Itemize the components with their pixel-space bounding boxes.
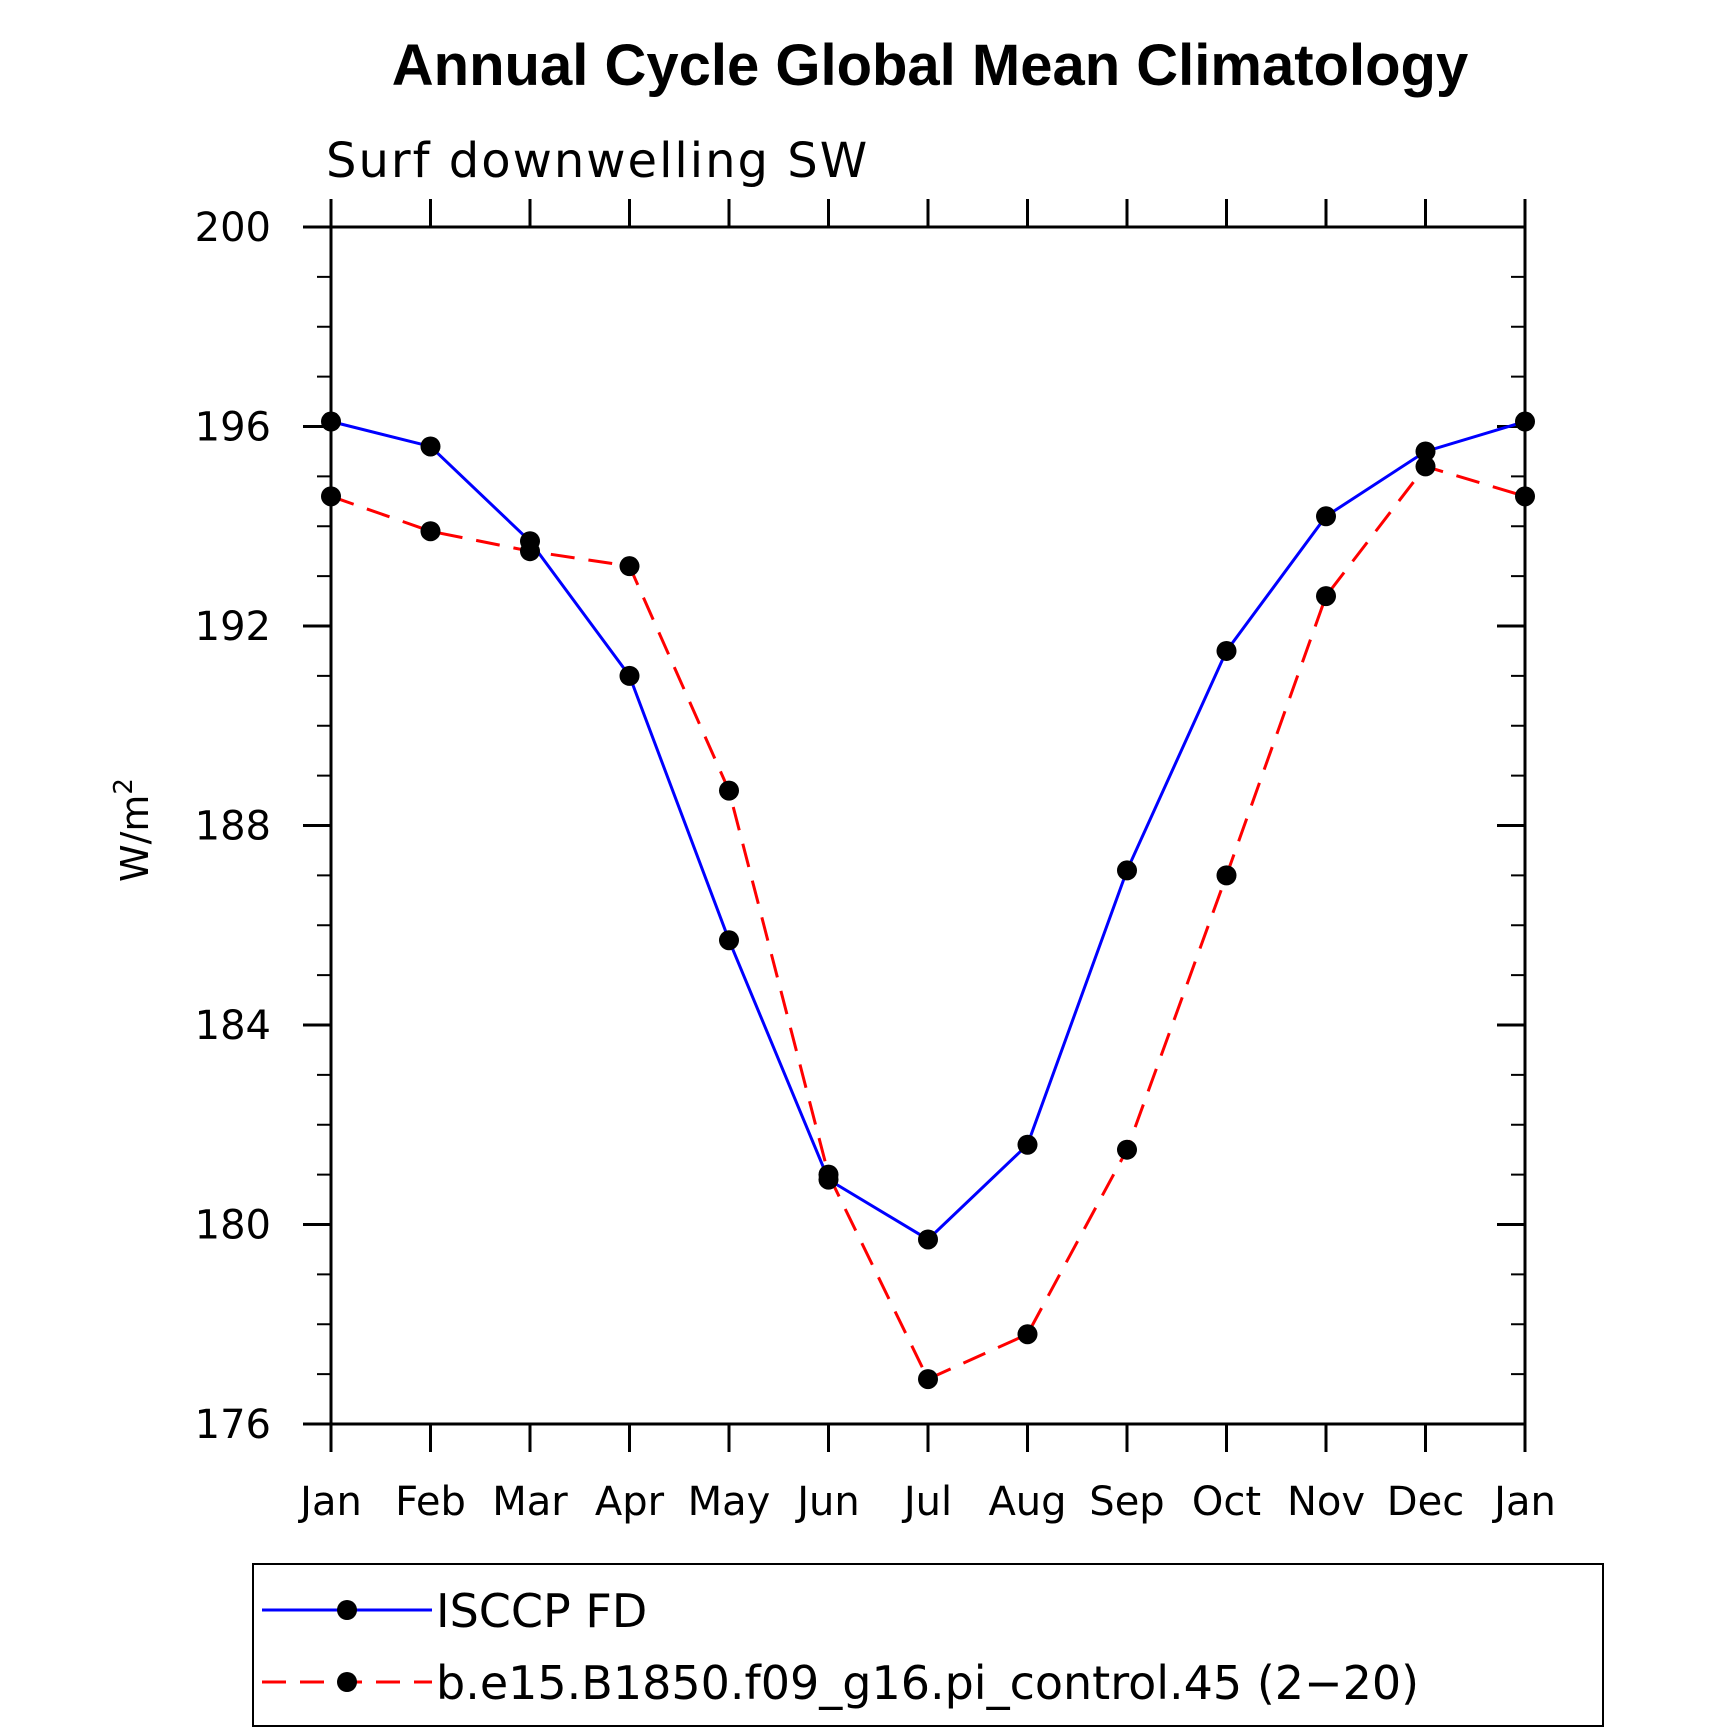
- x-tick-label: Jan: [1491, 1479, 1556, 1525]
- legend-label-series-1: ISCCP FD: [436, 1584, 647, 1638]
- data-point-series-1: [918, 1229, 938, 1250]
- data-point-series-2: [420, 521, 441, 542]
- x-tick-labels: Jan Feb Mar Apr May Jun Jul Aug Sep Oct Nov Dec Jan: [297, 1479, 1556, 1525]
- svg-text:W/m2: W/m2: [109, 778, 157, 882]
- data-point-series-2: [520, 541, 540, 562]
- data-point-series-1: [1017, 1134, 1038, 1155]
- data-point-series-1: [420, 436, 441, 457]
- data-point-series-1: [1415, 441, 1436, 462]
- x-tick-label: Jan: [297, 1479, 362, 1525]
- data-point-series-2: [1415, 456, 1436, 477]
- x-tick-label: Feb: [395, 1479, 466, 1525]
- x-tick-label: Dec: [1387, 1479, 1464, 1525]
- data-point-series-2: [1017, 1324, 1038, 1345]
- data-point-series-1: [1216, 640, 1237, 661]
- y-tick-label: 192: [195, 604, 271, 650]
- data-point-series-2: [1515, 486, 1535, 507]
- x-tick-label: Aug: [988, 1479, 1066, 1525]
- data-point-series-2: [619, 556, 640, 577]
- y-tick-label: 200: [195, 205, 271, 251]
- x-tick-label: Apr: [595, 1479, 665, 1525]
- series-line-1: [330, 420, 1526, 1242]
- data-point-series-2: [918, 1369, 938, 1390]
- y-tick-label: 184: [195, 1003, 271, 1049]
- data-point-series-2: [818, 1164, 839, 1185]
- data-point-series-2: [1117, 1139, 1137, 1160]
- y-tick-label: 196: [195, 405, 271, 451]
- y-tick-label: 180: [195, 1203, 271, 1249]
- data-point-series-2: [321, 486, 341, 507]
- data-point-series-2: [719, 780, 739, 801]
- data-point-series-1: [1515, 411, 1535, 432]
- data-point-series-1: [619, 665, 640, 686]
- legend-marker-series-2: [337, 1672, 357, 1692]
- y-tick-label: 188: [195, 804, 271, 850]
- x-tick-label: Nov: [1287, 1479, 1365, 1525]
- data-point-series-1: [321, 411, 341, 432]
- data-point-series-1: [1316, 506, 1336, 527]
- x-tick-label: Jun: [794, 1479, 860, 1525]
- legend-marker-series-1: [337, 1600, 357, 1620]
- data-point-series-2: [1316, 586, 1336, 607]
- x-tick-label: Oct: [1192, 1479, 1261, 1525]
- y-tick-label: 176: [195, 1402, 271, 1448]
- chart-subtitle: Surf downwelling SW: [326, 133, 869, 189]
- y-axis-label: W/m2: [109, 778, 157, 882]
- y-axis-label-superscript: 2: [109, 778, 139, 795]
- axis-ticks: [303, 199, 1527, 1452]
- data-point-series-2: [1216, 865, 1237, 886]
- x-tick-label: Jul: [901, 1479, 952, 1525]
- legend-box: [252, 1563, 1604, 1727]
- y-tick-labels: 176 180 184 188 192 196 200: [195, 205, 271, 1448]
- x-tick-label: Mar: [492, 1479, 568, 1525]
- y-axis-label-text: W/m: [113, 795, 157, 882]
- legend: ISCCP FD b.e15.B1850.f09_g16.pi_control.…: [252, 1563, 1604, 1727]
- data-point-series-1: [719, 930, 739, 951]
- chart-title: Annual Cycle Global Mean Climatology: [392, 33, 1468, 98]
- data-point-series-1: [1117, 860, 1137, 881]
- x-tick-label: Sep: [1089, 1479, 1164, 1525]
- x-tick-label: May: [688, 1479, 771, 1525]
- legend-label-series-2: b.e15.B1850.f09_g16.pi_control.45 (2−20): [436, 1656, 1419, 1710]
- series-markers: [321, 411, 1535, 1390]
